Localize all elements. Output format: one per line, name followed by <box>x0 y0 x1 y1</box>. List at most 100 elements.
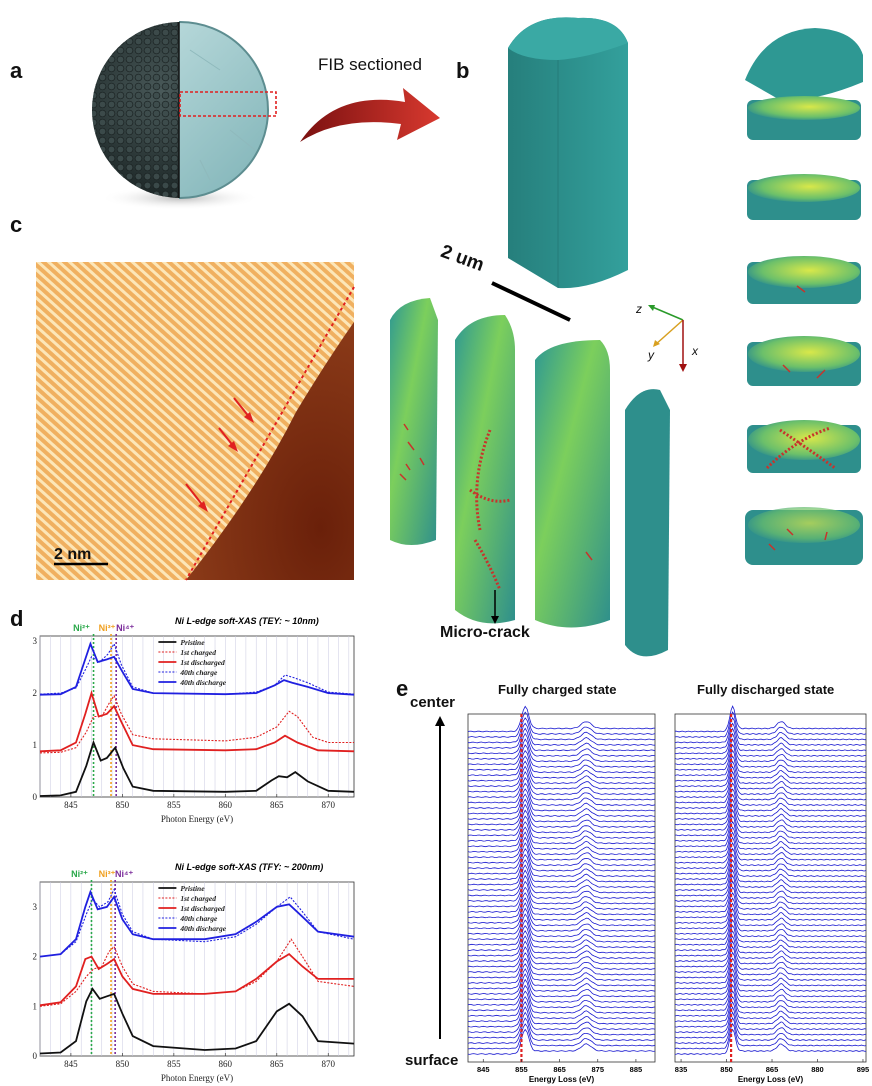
x-tick-label: 865 <box>270 800 284 810</box>
eels-spectrum <box>674 978 867 1006</box>
eels-spectrum <box>467 973 656 1001</box>
eels-spectrum <box>467 848 656 875</box>
eels-spectrum <box>674 814 867 842</box>
eels-spectrum <box>467 963 655 990</box>
eels-spectrum <box>674 1011 867 1039</box>
eels-spectrum <box>467 782 656 809</box>
ion-marker-label: Ni²⁺ <box>73 623 90 633</box>
plot-area <box>39 635 355 798</box>
eels-spectrum <box>467 940 656 968</box>
eels-spectrum <box>674 782 867 809</box>
scale-bar-2um <box>491 281 571 322</box>
series-line <box>39 938 355 1007</box>
eels-spectrum <box>467 815 656 842</box>
fib-sectioned-label: FIB sectioned <box>318 55 422 74</box>
eels-spectrum <box>467 984 656 1012</box>
eels-spectrum <box>674 924 867 951</box>
eels-spectrum <box>674 990 867 1017</box>
x-tick-label: 835 <box>675 1065 688 1074</box>
eels-spectrum <box>467 776 656 804</box>
eels-spectrum <box>674 803 867 831</box>
eels-spectrum <box>675 826 867 853</box>
legend-entry: Pristine <box>180 884 205 893</box>
eels-spectrum <box>468 717 656 744</box>
micro-crack-label: Micro-crack <box>440 624 530 641</box>
eels-spectrum <box>467 755 656 782</box>
tomography-slice-stack <box>745 28 863 565</box>
x-tick-label: 865 <box>766 1065 779 1074</box>
eels-spectrum <box>467 770 656 798</box>
y-tick-label: 0 <box>33 792 38 802</box>
eels-spectrum <box>467 798 656 826</box>
eels-spectrum <box>674 770 867 798</box>
eels-spectrum <box>674 847 867 875</box>
scale-bar-2um-label: 2 um <box>437 241 487 276</box>
series-line <box>39 888 355 958</box>
eels-spectrum <box>467 902 656 930</box>
eels-spectrum <box>674 732 867 760</box>
series-line <box>39 987 355 1055</box>
eels-spectrum <box>674 798 867 826</box>
eels-spectrum <box>674 1016 867 1044</box>
eels-spectrum <box>468 732 656 760</box>
eels-spectrum <box>467 711 656 738</box>
legend-entry: Pristine <box>180 638 205 647</box>
eels-spectrum <box>674 765 867 793</box>
x-axis-label: Energy Loss (eV) <box>738 1075 804 1084</box>
eels-spectrum <box>467 864 656 891</box>
eels-charged-title: Fully charged state <box>498 682 617 697</box>
surface-label: surface <box>405 1052 459 1069</box>
center-label: center <box>410 694 456 711</box>
panel-label-b: b <box>456 58 470 83</box>
axis-label-y: y <box>648 348 654 362</box>
eels-spectrum <box>467 990 656 1017</box>
eels-spectrum <box>674 874 867 902</box>
eels-spectrum <box>467 968 656 995</box>
y-tick-label: 3 <box>33 636 38 646</box>
x-tick-label: 875 <box>591 1065 604 1074</box>
eels-spectrum <box>467 722 656 749</box>
y-tick-label: 1 <box>33 740 38 750</box>
coordinate-axes <box>648 305 687 372</box>
eels-spectrum <box>467 1023 656 1050</box>
eels-spectrum <box>467 853 656 880</box>
eels-spectrum <box>674 841 867 869</box>
eels-spectrum <box>674 722 867 749</box>
eels-spectrum <box>467 886 656 913</box>
eels-spectrum <box>467 842 656 869</box>
axis-label-x: x <box>692 344 698 358</box>
legend-entry: 40th charge <box>179 914 218 923</box>
eels-spectrum <box>674 918 867 946</box>
eels-spectrum <box>674 716 866 744</box>
eels-spectrum <box>674 809 867 837</box>
eels-spectrum <box>674 864 867 891</box>
y-tick-label: 0 <box>33 1051 38 1061</box>
eels-spectrum <box>674 973 867 1001</box>
eels-spectrum <box>674 957 866 984</box>
ion-marker-label: Ni³⁺ <box>99 623 116 633</box>
stem-image <box>36 262 355 581</box>
series-line <box>39 641 355 696</box>
x-tick-label: 845 <box>64 1059 78 1069</box>
eels-spectrum <box>467 1001 656 1028</box>
x-tick-label: 865 <box>270 1059 284 1069</box>
fib-arrow <box>300 88 440 142</box>
eels-spectrum <box>467 869 656 897</box>
x-tick-label: 855 <box>167 1059 181 1069</box>
series-line <box>39 694 354 754</box>
x-tick-label: 870 <box>322 800 336 810</box>
x-tick-label: 850 <box>116 1059 130 1069</box>
x-tick-label: 845 <box>477 1065 490 1074</box>
eels-spectrum <box>467 935 656 962</box>
y-tick-label: 2 <box>33 952 38 962</box>
eels-spectrum <box>674 820 867 848</box>
eels-spectrum <box>467 831 656 859</box>
scale-bar-2nm-label: 2 nm <box>54 546 92 563</box>
y-tick-label: 1 <box>33 1001 38 1011</box>
eels-spectrum <box>467 880 656 908</box>
ion-marker-label: Ni²⁺ <box>71 869 88 879</box>
series-line <box>39 889 355 958</box>
axis-label-z: z <box>636 302 642 316</box>
eels-spectrum <box>467 744 656 771</box>
xas-tfy-chart: Ni L-edge soft-XAS (TFY: ~ 200nm) 845 850 8… <box>33 862 355 1083</box>
